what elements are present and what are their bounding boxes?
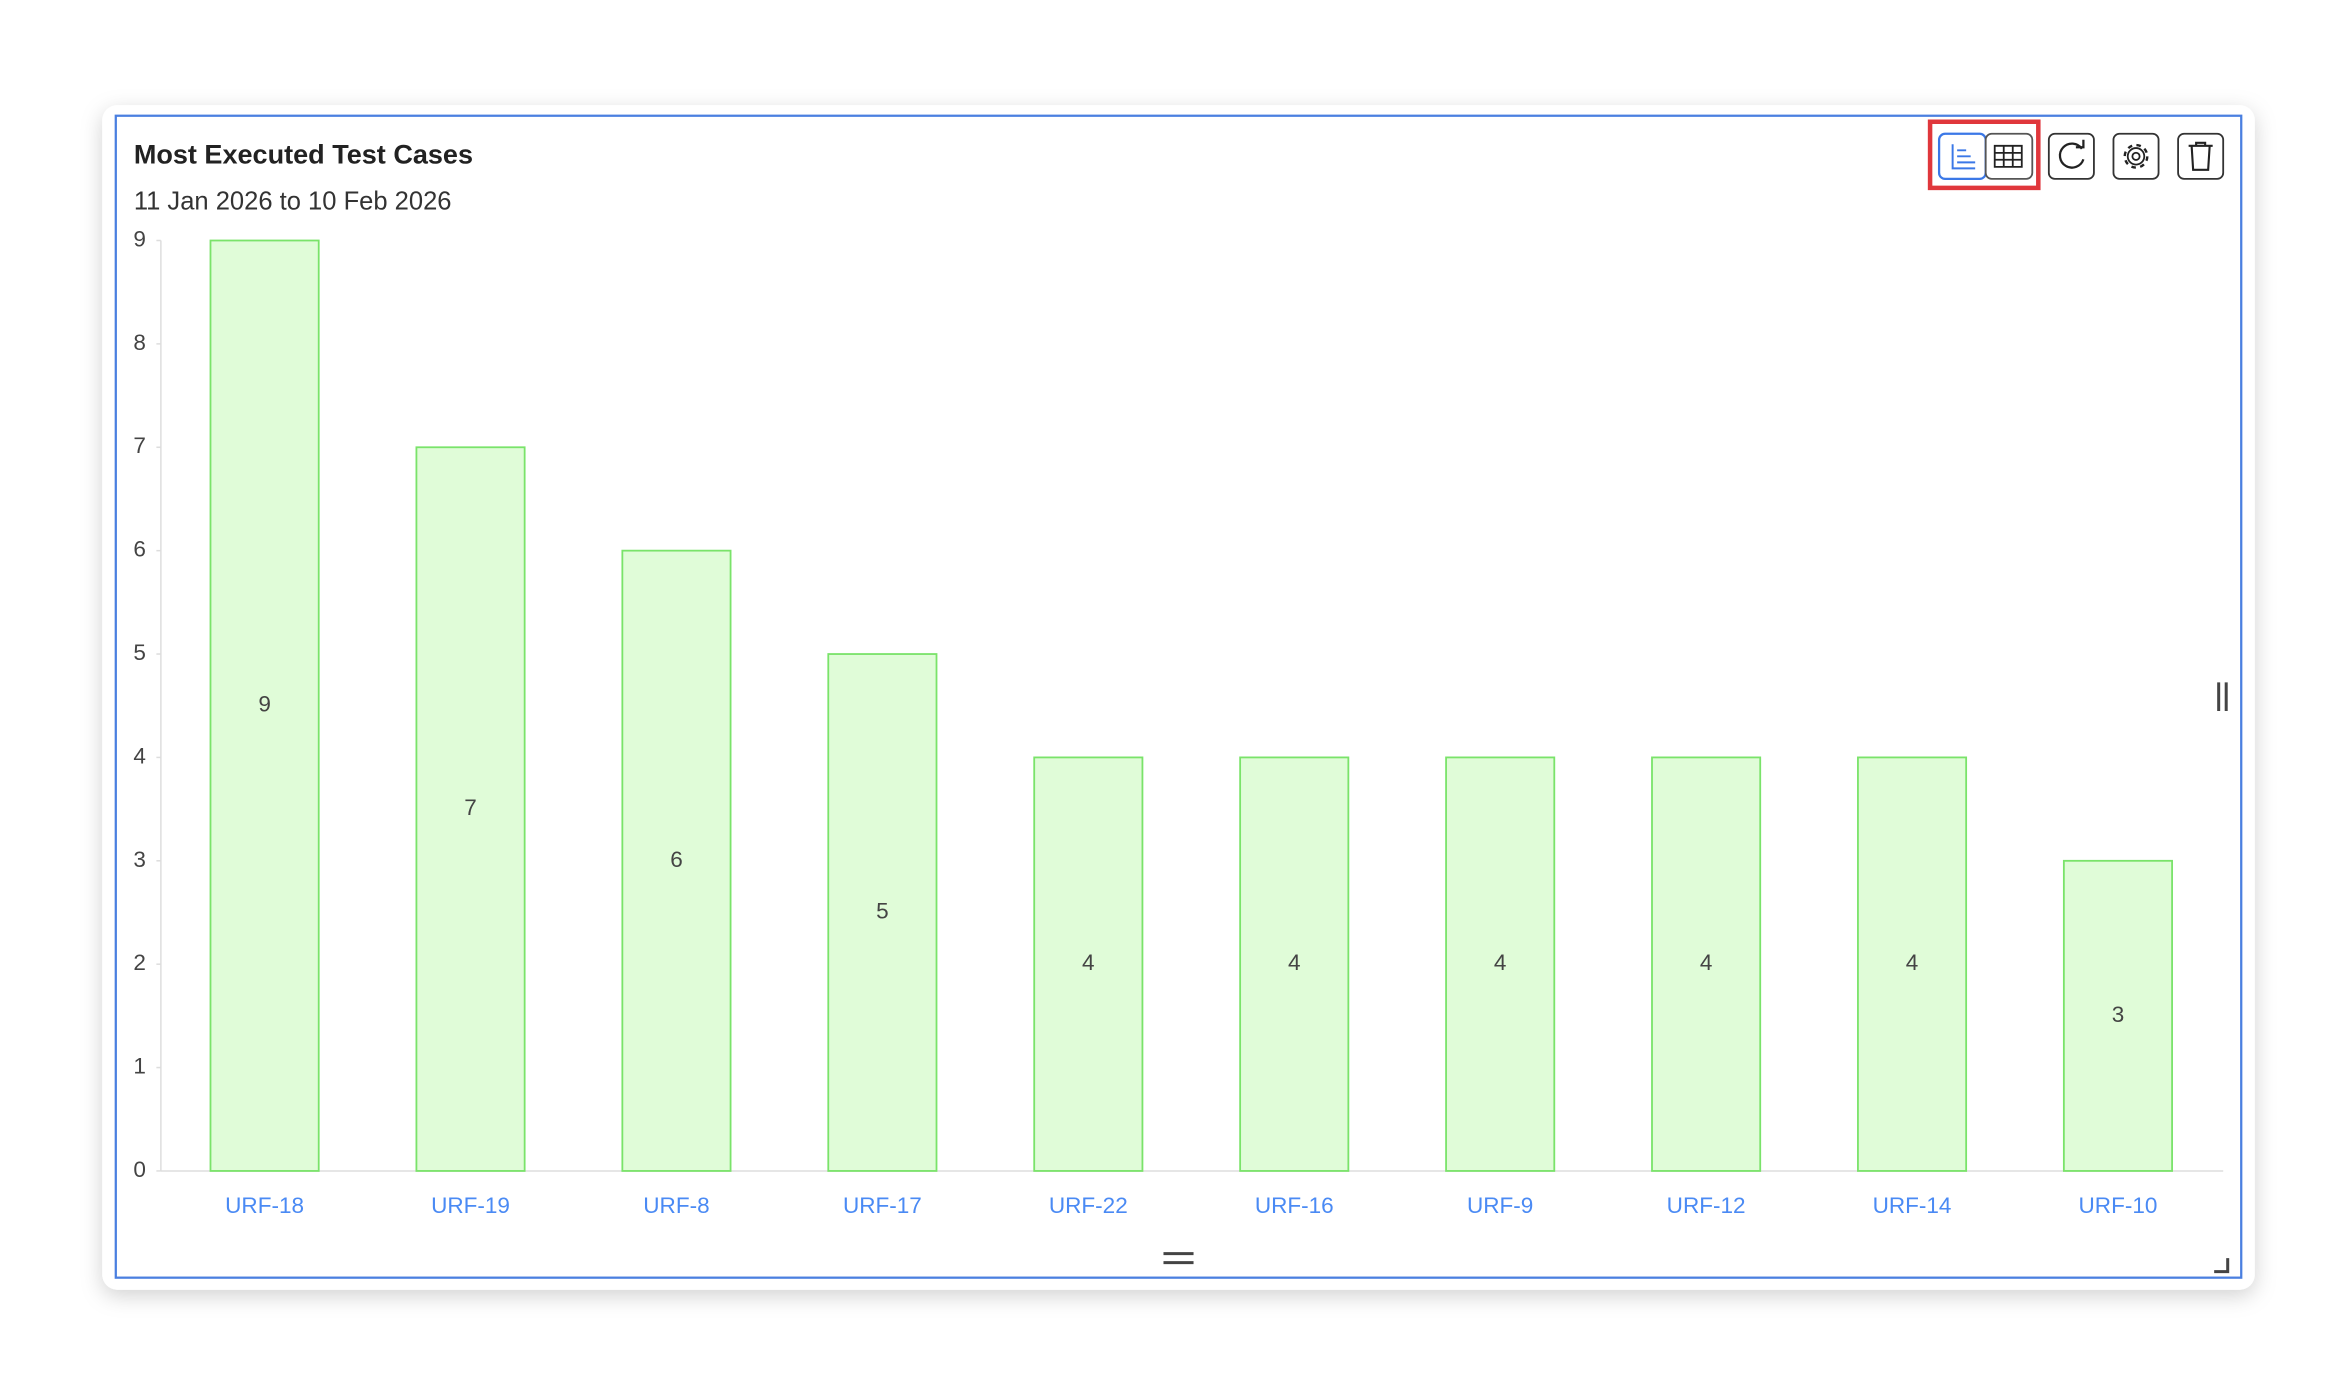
x-tick-label: URF-8 [643, 1193, 709, 1218]
bar [621, 549, 732, 1172]
value-label: 4 [1288, 950, 1301, 975]
value-label: 4 [1082, 950, 1095, 975]
bar [1651, 756, 1762, 1172]
y-tick-label: 4 [133, 743, 146, 768]
x-tick-label: URF-17 [843, 1193, 922, 1218]
value-label: 6 [670, 847, 683, 872]
resize-handle-right[interactable] [2217, 682, 2228, 711]
settings-button[interactable] [2112, 132, 2160, 180]
y-tick-label: 9 [133, 226, 146, 251]
value-label: 4 [1494, 950, 1507, 975]
x-tick-label: URF-18 [225, 1193, 304, 1218]
y-tick-label: 6 [133, 537, 146, 562]
y-tick-label: 3 [133, 847, 146, 872]
bar [1445, 756, 1556, 1172]
highlight-box [1927, 119, 2041, 191]
x-tick-label: URF-19 [431, 1193, 510, 1218]
chart-title: Most Executed Test Cases [134, 139, 473, 169]
bar [415, 446, 526, 1172]
value-label: 4 [1700, 950, 1713, 975]
table-view-button[interactable] [1984, 132, 2034, 180]
bar [1033, 756, 1144, 1172]
x-tick-label: URF-16 [1255, 1193, 1334, 1218]
value-label: 5 [876, 898, 889, 923]
card-border [114, 114, 2243, 1279]
y-tick-label: 2 [133, 950, 146, 975]
y-tick-label: 1 [133, 1054, 146, 1079]
chart-view-button[interactable] [1937, 132, 1987, 181]
x-tick-label: URF-22 [1049, 1193, 1128, 1218]
bar [827, 653, 938, 1172]
resize-handle-corner[interactable] [2214, 1258, 2230, 1274]
delete-button[interactable] [2177, 132, 2225, 180]
y-tick-label: 7 [133, 433, 146, 458]
y-tick-label: 5 [133, 640, 146, 665]
x-tick-label: URF-10 [2079, 1193, 2158, 1218]
bar [1239, 756, 1350, 1172]
resize-handle-bottom[interactable] [1163, 1252, 1194, 1265]
x-tick-label: URF-12 [1667, 1193, 1746, 1218]
value-label: 3 [2112, 1002, 2125, 1027]
y-tick-label: 8 [133, 330, 146, 355]
chart-subtitle: 11 Jan 2026 to 10 Feb 2026 [134, 188, 452, 216]
x-tick-label: URF-9 [1467, 1193, 1533, 1218]
bar [2062, 859, 2173, 1172]
value-label: 7 [464, 795, 477, 820]
y-tick-label: 0 [133, 1157, 146, 1182]
bar [209, 239, 320, 1172]
refresh-button[interactable] [2047, 132, 2095, 180]
value-label: 9 [258, 692, 271, 717]
bar [1857, 756, 1968, 1172]
x-tick-label: URF-14 [1873, 1193, 1952, 1218]
value-label: 4 [1906, 950, 1919, 975]
